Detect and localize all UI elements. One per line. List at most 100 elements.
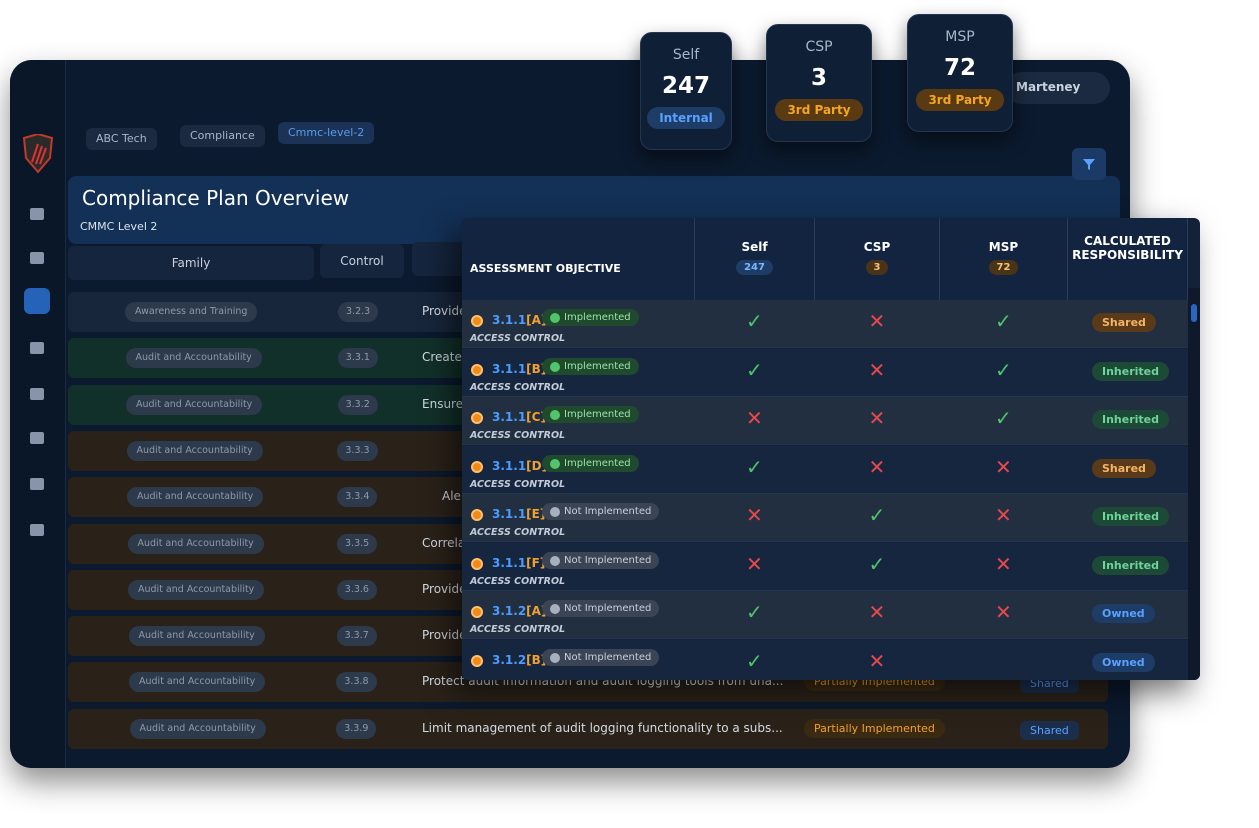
status-dot (471, 509, 483, 521)
implementation-status: Implemented (542, 454, 639, 472)
objective-letter: [C] (526, 410, 546, 424)
implementation-status: Not Implemented (542, 648, 660, 666)
objective-control: 3.1.1 (492, 507, 527, 521)
cross-mark: ✕ (746, 503, 763, 527)
cross-mark: ✕ (868, 600, 886, 624)
user-menu[interactable]: Marteney (1006, 72, 1110, 104)
status-text: Implemented (564, 457, 631, 469)
status-text: Implemented (564, 409, 631, 420)
objective-letter: [E] (526, 507, 546, 521)
breadcrumb-item[interactable]: Cmmc-level-2 (278, 122, 375, 144)
objective-control: 3.1.1 (492, 313, 527, 327)
status-dot (471, 460, 483, 473)
column-header: CSP 3 (815, 218, 940, 300)
check-mark: ✓ (868, 503, 886, 527)
nav-hierarchy[interactable] (30, 342, 44, 354)
nav-list[interactable] (30, 252, 44, 264)
column-header: CALCULATED RESPONSIBILITY (1068, 218, 1188, 300)
status-dot (471, 363, 483, 376)
cross-mark: ✕ (868, 648, 886, 673)
status-icon (550, 652, 560, 663)
status-icon (550, 410, 560, 420)
objective-id: 3.1.1[D] (492, 459, 547, 473)
breadcrumb-item[interactable]: ABC Tech (86, 128, 157, 150)
status-text: Implemented (564, 360, 631, 372)
stat-badge: 3rd Party (775, 99, 863, 121)
objective-control: 3.1.2 (492, 652, 527, 667)
responsibility-pill: Inherited (1092, 410, 1170, 429)
family-pill: Audit and Accountability (128, 579, 265, 600)
objective-id: 3.1.2[B] (492, 653, 546, 667)
stat-value: 72 (943, 55, 976, 81)
objective-family: ACCESS CONTROL (470, 527, 566, 538)
status-text: Not Implemented (564, 554, 652, 566)
objective-table: ASSESSMENT OBJECTIVE Self 247 CSP 3 MSP 72 CALC… (462, 218, 1200, 680)
check-mark: ✓ (746, 648, 763, 673)
nav-shield-active[interactable] (24, 288, 50, 314)
family-pill: Audit and Accountability (126, 440, 263, 461)
objective-letter: [B] (526, 361, 547, 376)
description: Correla (422, 535, 466, 550)
cross-mark: ✕ (995, 600, 1012, 624)
objective-row: 3.1.2[B] Not Implemented ✓ ✕ Owned (462, 639, 1188, 680)
family-pill: Audit and Accountability (127, 487, 264, 508)
check-mark: ✓ (995, 357, 1012, 382)
scroll-thumb (1191, 304, 1197, 322)
family-pill: Audit and Accountability (125, 348, 262, 369)
sidebar (10, 60, 66, 768)
responsibility-pill: Inherited (1092, 555, 1170, 575)
status-text: Not Implemented (564, 603, 652, 614)
responsibility-pill: Shared (1020, 720, 1079, 740)
check-mark: ✓ (995, 309, 1012, 333)
description: Limit management of audit logging functi… (422, 720, 783, 735)
status-icon (550, 604, 560, 614)
page-title: Compliance Plan Overview (82, 186, 350, 210)
check-mark: ✓ (995, 406, 1012, 430)
objective-id: 3.1.1[A] (492, 313, 546, 327)
control-pill: 3.3.4 (337, 487, 378, 508)
nav-chart[interactable] (30, 432, 44, 444)
objective-row: 3.1.1[C] Implemented ACCESS CONTROL ✕ ✕ ✓ Inhe… (462, 397, 1188, 445)
nav-users[interactable] (30, 478, 44, 490)
status-pill: Partially Implemented (804, 718, 945, 738)
description: Provide (422, 304, 467, 318)
responsibility-pill: Shared (1092, 458, 1156, 478)
header-label: CALCULATED RESPONSIBILITY (1072, 234, 1183, 262)
status-text: Not Implemented (564, 506, 652, 517)
objective-family: ACCESS CONTROL (470, 575, 566, 587)
filter-button[interactable] (1072, 148, 1106, 180)
description: Create (422, 350, 462, 365)
objective-letter: [A] (526, 604, 547, 618)
status-icon (550, 555, 560, 566)
implementation-status: Implemented (542, 309, 639, 326)
check-mark: ✓ (868, 551, 886, 576)
status-dot (471, 315, 483, 327)
page-subtitle: CMMC Level 2 (80, 220, 158, 233)
family-pill: Audit and Accountability (128, 626, 265, 647)
objective-id: 3.1.2[A] (492, 604, 546, 618)
nav-docs[interactable] (30, 388, 44, 400)
status-dot (471, 412, 483, 424)
breadcrumb-item[interactable]: Compliance (180, 125, 265, 147)
objective-control: 3.1.1 (492, 458, 527, 473)
header-count: 3 (865, 260, 889, 275)
status-dot (471, 606, 483, 618)
status-icon (550, 458, 560, 469)
nav-settings[interactable] (30, 524, 44, 536)
cross-mark: ✕ (868, 357, 886, 382)
status-dot (471, 654, 483, 667)
control-pill: 3.3.7 (336, 626, 377, 647)
status-dot (471, 557, 483, 570)
column-header: Control (320, 244, 404, 278)
stat-badge: 3rd Party (916, 89, 1004, 111)
nav-home[interactable] (30, 208, 44, 220)
objective-row: 3.1.1[F] Not Implemented ACCESS CONTROL ✕ ✓ ✕… (462, 542, 1188, 591)
cross-mark: ✕ (995, 503, 1012, 527)
objective-family: ACCESS CONTROL (470, 333, 566, 344)
description: Ensure (422, 396, 464, 411)
objective-id: 3.1.1[F] (492, 556, 545, 570)
header-label: MSP (988, 240, 1019, 254)
check-mark: ✓ (746, 600, 763, 624)
objective-letter: [F] (526, 555, 546, 570)
cross-mark: ✕ (995, 454, 1012, 479)
